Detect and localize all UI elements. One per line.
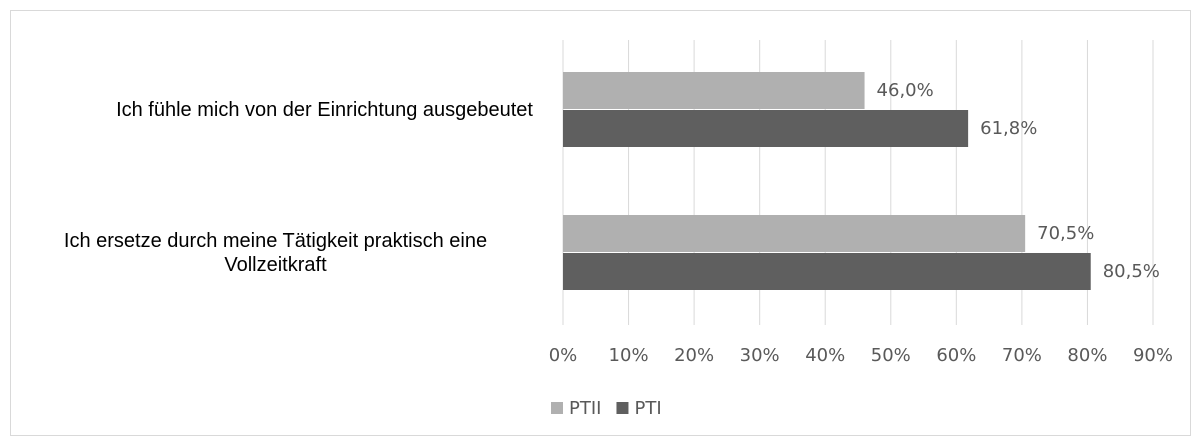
category-label-box: Ich fühle mich von der Einrichtung ausge… [0,98,533,122]
bar [563,110,969,147]
x-tick-label: 50% [871,345,911,366]
legend-label: PTI [634,398,661,419]
bar [563,215,1026,252]
legend-swatch [551,402,563,414]
data-label: 61,8% [980,118,1037,139]
bar [563,253,1091,290]
legend-swatch [616,402,629,414]
bar [563,72,865,109]
x-tick-label: 40% [805,345,845,366]
x-tick-label: 10% [609,345,649,366]
x-tick-label: 0% [549,345,578,366]
x-tick-label: 20% [674,345,714,366]
x-tick-label: 30% [740,345,780,366]
x-tick-label: 70% [1002,345,1042,366]
data-label: 70,5% [1037,223,1094,244]
legend-label: PTII [569,398,601,419]
data-label: 80,5% [1103,261,1160,282]
x-tick-label: 90% [1133,345,1173,366]
category-label-box: Ich ersetze durch meine Tätigkeit prakti… [0,229,533,277]
data-label: 46,0% [877,80,934,101]
x-tick-label: 80% [1067,345,1107,366]
x-tick-label: 60% [936,345,976,366]
chart-border [10,10,1191,436]
y-tick-label: Ich fühle mich von der Einrichtung ausge… [116,99,533,121]
y-tick-label: Ich ersetze durch meine Tätigkeit prakti… [63,230,488,276]
